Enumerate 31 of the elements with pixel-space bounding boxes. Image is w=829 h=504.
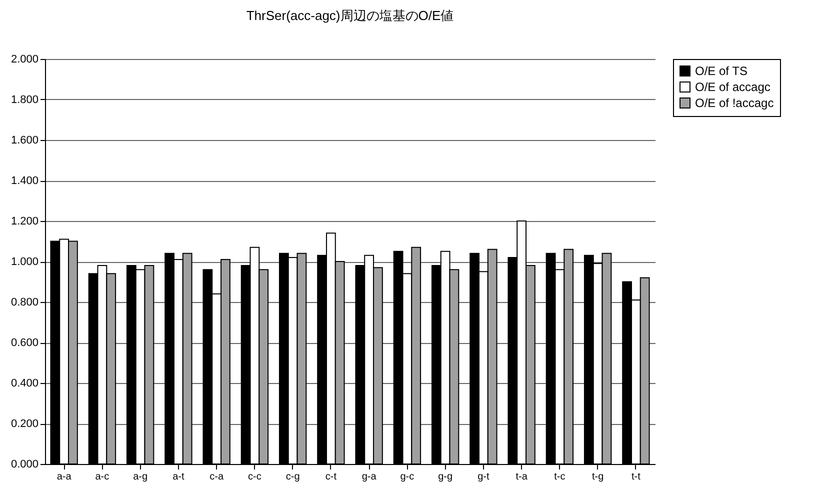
y-tick-label: 0.200 bbox=[10, 418, 38, 430]
x-tick-label: c-t bbox=[325, 472, 337, 482]
chart-title: ThrSer(acc-agc)周辺の塩基のO/E値 bbox=[246, 8, 454, 23]
x-tick-label: a-c bbox=[95, 472, 110, 482]
x-tick-label: a-a bbox=[56, 472, 72, 482]
y-tick-label: 1.600 bbox=[10, 134, 38, 146]
x-tick-label: c-a bbox=[210, 472, 224, 482]
x-tick-label: g-g bbox=[438, 472, 453, 482]
y-tick-label: 0.800 bbox=[10, 296, 38, 308]
x-tick-label: a-t bbox=[172, 472, 184, 482]
y-tick-label: 1.000 bbox=[10, 256, 38, 268]
y-tick-label: 0.000 bbox=[10, 458, 38, 470]
legend-label: O/E of TS bbox=[695, 64, 748, 78]
y-tick-label: 0.600 bbox=[10, 337, 38, 349]
y-tick-label: 1.200 bbox=[10, 216, 38, 228]
legend-label: O/E of accagc bbox=[695, 80, 770, 94]
x-tick-label: g-a bbox=[362, 472, 377, 482]
x-tick-label: a-g bbox=[133, 472, 148, 482]
y-tick-label: 0.400 bbox=[10, 378, 38, 390]
y-tick-label: 2.000 bbox=[10, 54, 38, 66]
x-tick-label: t-t bbox=[631, 472, 641, 482]
x-tick-label: c-c bbox=[248, 472, 262, 482]
x-tick-label: g-t bbox=[478, 472, 490, 482]
y-tick-label: 1.400 bbox=[10, 175, 38, 187]
legend-label: O/E of !accagc bbox=[695, 96, 774, 110]
x-tick-label: c-g bbox=[286, 472, 300, 482]
x-tick-label: t-c bbox=[554, 472, 566, 482]
y-tick-label: 1.800 bbox=[10, 94, 38, 106]
x-tick-label: t-g bbox=[592, 472, 604, 482]
x-tick-label: t-a bbox=[516, 472, 528, 482]
x-tick-label: g-c bbox=[400, 472, 414, 482]
